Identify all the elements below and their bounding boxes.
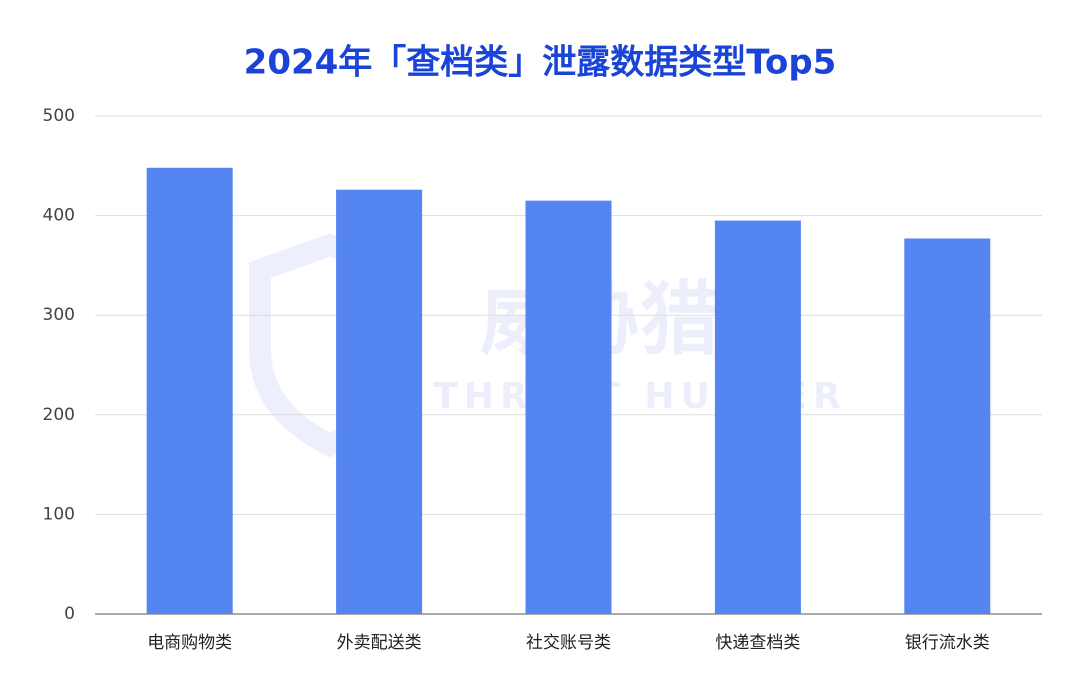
bar [904, 238, 991, 614]
chart-title: 2024年「查档类」泄露数据类型Top5 [244, 43, 837, 83]
bar [714, 220, 801, 614]
bar [525, 200, 612, 614]
x-tick-label: 快递查档类 [715, 633, 800, 653]
x-tick-label: 银行流水类 [905, 633, 990, 653]
y-tick-label: 100 [43, 504, 75, 524]
y-tick-label: 400 [43, 206, 75, 226]
y-tick-label: 500 [43, 106, 75, 126]
y-tick-label: 200 [43, 405, 75, 425]
bar [336, 189, 423, 615]
y-tick-label: 300 [43, 305, 75, 325]
x-tick-label: 电商购物类 [147, 633, 232, 653]
bar [146, 167, 233, 615]
x-tick-label: 社交账号类 [526, 633, 611, 653]
y-tick-label: 0 [64, 604, 75, 624]
x-tick-label: 外卖配送类 [337, 633, 422, 653]
